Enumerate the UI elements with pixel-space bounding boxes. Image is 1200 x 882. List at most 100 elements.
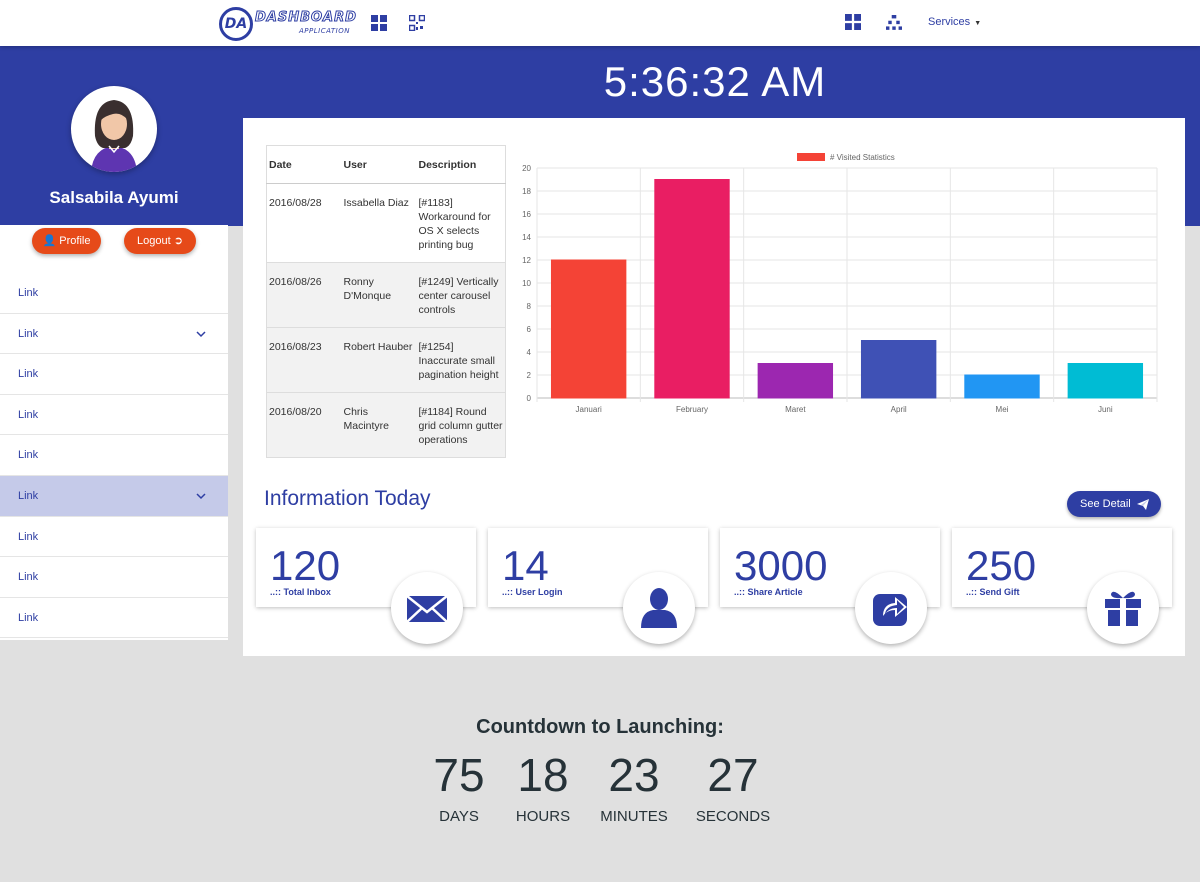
table-row: 2016/08/28 Issabella Diaz [#1183] Workar… (266, 183, 506, 263)
sidebar-item-label: Link (18, 327, 39, 340)
stat-icon-circle (1087, 572, 1159, 644)
y-tick-label: 2 (527, 371, 532, 380)
chart-bar (1067, 363, 1144, 399)
profile-button-label: Profile (59, 235, 91, 247)
y-tick-label: 18 (522, 187, 531, 196)
sidebar-menu: Link Link Link Link Link Link Link Link Link (0, 273, 228, 639)
stat-label: ..:: Share Article (734, 587, 803, 597)
sidebar-item-link[interactable]: Link (0, 517, 228, 558)
countdown-value: 18 (517, 749, 569, 801)
table-cell-description: [#1183] Workaround for OS X selects prin… (416, 183, 506, 263)
sidebar-item-label: Link (18, 368, 39, 381)
sidebar-item-label: Link (18, 287, 39, 299)
user-icon (641, 588, 677, 628)
x-tick-label: Juni (1098, 405, 1113, 414)
countdown-value: 27 (707, 749, 759, 801)
countdown-unit: HOURS (515, 808, 571, 825)
sidebar-item-link[interactable]: Link (0, 435, 228, 476)
gift-icon (1105, 591, 1141, 626)
y-tick-label: 14 (522, 233, 531, 242)
app-logo[interactable]: DA DASHBOARD APPLICATION (219, 7, 357, 41)
activity-table: Date User Description 2016/08/28 Issabel… (266, 145, 506, 458)
x-tick-label: Maret (785, 405, 806, 414)
sidebar-item-label: Link (18, 611, 39, 624)
services-dropdown[interactable]: Services ▼ (928, 16, 981, 28)
logout-button[interactable]: Logout ➲ (124, 228, 196, 254)
logo-title: DASHBOARD (255, 10, 357, 26)
stat-label: ..:: Send Gift (966, 587, 1020, 597)
legend-swatch (797, 153, 825, 161)
stat-value: 14 (502, 542, 549, 589)
x-tick-label: April (891, 405, 907, 414)
table-cell-user: Ronny D'Monque (341, 262, 417, 328)
profile-icon: 👤 (42, 235, 57, 247)
y-tick-label: 0 (527, 394, 532, 403)
top-navbar: DA DASHBOARD APPLICATION Services ▼ (0, 0, 1200, 46)
services-label: Services (928, 16, 971, 28)
info-section-title: Information Today (264, 487, 431, 510)
sidebar-item-link[interactable]: Link (0, 395, 228, 436)
chart-bar (860, 340, 937, 399)
countdown-value: 75 (433, 749, 485, 801)
table-row: 2016/08/26 Ronny D'Monque [#1249] Vertic… (266, 262, 506, 328)
chart-bar (550, 259, 627, 399)
sidebar-item-label: Link (18, 449, 39, 462)
table-row: 2016/08/20 Chris Macintyre [#1184] Round… (266, 392, 506, 458)
sitemap-icon[interactable] (886, 15, 902, 31)
qr-icon[interactable] (409, 15, 425, 31)
envelope-icon (407, 595, 447, 623)
table-cell-date: 2016/08/23 (266, 327, 342, 393)
stat-label: ..:: User Login (502, 587, 563, 597)
countdown-unit: MINUTES (600, 808, 668, 825)
countdown-value: 23 (608, 749, 660, 801)
apps-icon[interactable] (845, 14, 861, 30)
sidebar-item-link[interactable]: Link (0, 273, 228, 314)
chevron-down-icon[interactable] (196, 329, 206, 339)
sidebar-item-label: Link (18, 489, 39, 502)
sidebar-item-link[interactable]: Link (0, 314, 228, 355)
stat-value: 250 (966, 542, 1037, 589)
stat-icon-circle (391, 572, 463, 644)
stat-card-user-login[interactable]: 14 ..:: User Login (488, 528, 708, 644)
countdown-days: 75 DAYS (414, 748, 504, 825)
chart-bar (757, 363, 834, 399)
clock-display: 5:36:32 AM (603, 58, 827, 105)
y-tick-label: 4 (527, 348, 532, 357)
y-tick-label: 20 (522, 164, 531, 173)
column-header-user: User (341, 145, 417, 184)
countdown-minutes: 23 MINUTES (589, 748, 679, 825)
y-tick-label: 12 (522, 256, 531, 265)
avatar[interactable] (71, 86, 157, 172)
sidebar-item-link[interactable]: Link (0, 598, 228, 639)
table-row: 2016/08/23 Robert Hauber [#1254] Inaccur… (266, 327, 506, 393)
paper-plane-icon (1137, 499, 1149, 510)
chevron-down-icon[interactable] (196, 491, 206, 501)
sidebar-item-link[interactable]: Link (0, 475, 228, 517)
stat-icon-circle (855, 572, 927, 644)
table-cell-description: [#1254] Inaccurate small pagination heig… (416, 327, 506, 393)
stat-card-share-article[interactable]: 3000 ..:: Share Article (720, 528, 940, 644)
countdown-unit: DAYS (439, 808, 479, 825)
x-tick-label: February (676, 405, 708, 414)
table-cell-user: Robert Hauber (341, 327, 417, 393)
y-tick-label: 6 (527, 325, 532, 334)
sidebar-item-label: Link (18, 571, 39, 584)
table-cell-date: 2016/08/20 (266, 392, 342, 458)
table-cell-user: Chris Macintyre (341, 392, 417, 458)
grid-icon[interactable] (371, 15, 387, 31)
sidebar-item-link[interactable]: Link (0, 557, 228, 598)
stat-card-send-gift[interactable]: 250 ..:: Send Gift (952, 528, 1172, 644)
share-icon (873, 594, 907, 626)
countdown-title: Countdown to Launching: (476, 716, 724, 738)
countdown-hours: 18 HOURS (498, 748, 588, 825)
table-cell-user: Issabella Diaz (341, 183, 417, 263)
user-avatar-icon (91, 100, 137, 172)
column-header-description: Description (416, 145, 506, 184)
see-detail-button[interactable]: See Detail (1067, 491, 1161, 517)
see-detail-label: See Detail (1080, 498, 1131, 510)
chart-bar (964, 374, 1040, 399)
sidebar-item-link[interactable]: Link (0, 354, 228, 395)
stat-card-total-inbox[interactable]: 120 ..:: Total Inbox (256, 528, 476, 644)
profile-button[interactable]: 👤 Profile (32, 228, 101, 254)
x-tick-label: Mei (996, 405, 1009, 414)
